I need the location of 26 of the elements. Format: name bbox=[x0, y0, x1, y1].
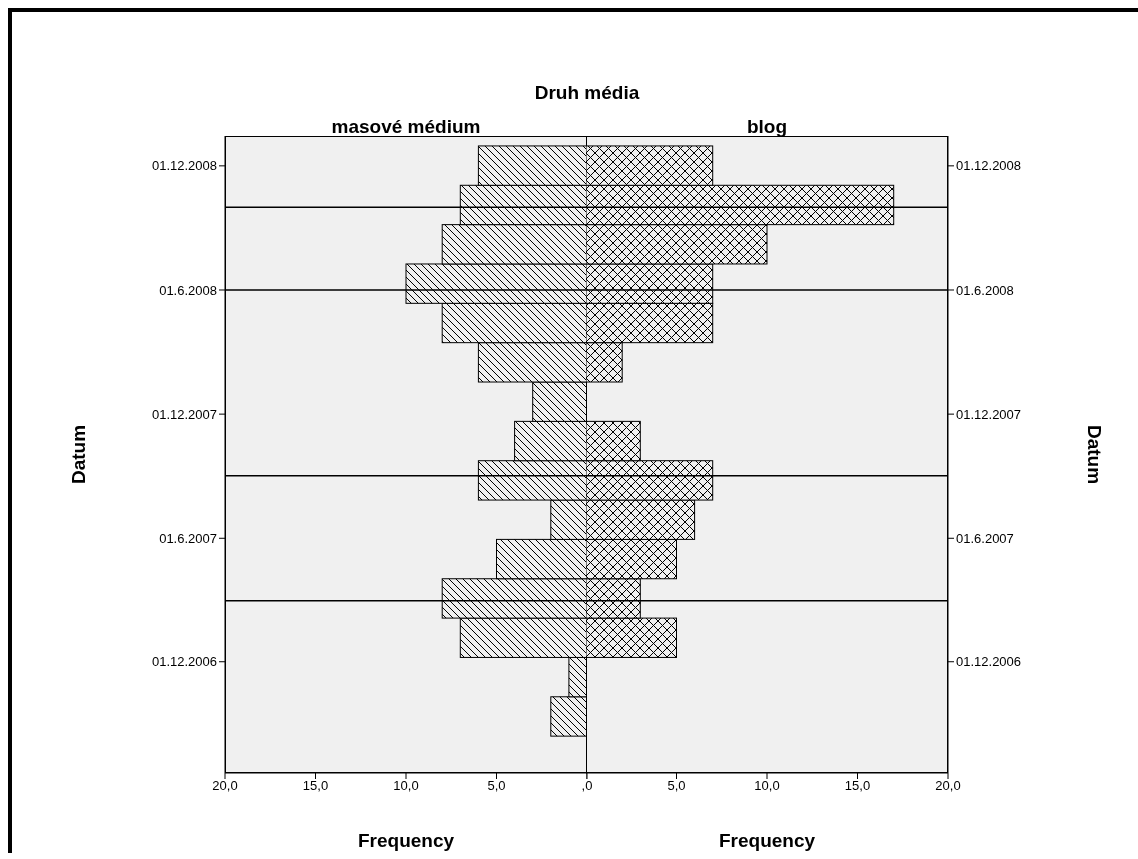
y-tick-label: 01.6.2007 bbox=[956, 530, 1014, 546]
y-tick-label: 01.12.2007 bbox=[151, 406, 217, 422]
y-tick-label: 01.12.2008 bbox=[956, 158, 1022, 174]
y-tick-label: 01.12.2006 bbox=[956, 654, 1022, 670]
y-axis-title: Datum bbox=[1084, 424, 1106, 485]
x-tick-label: 5,0 bbox=[667, 778, 686, 794]
text: Druh média bbox=[533, 82, 641, 104]
y-tick-label: 01.12.2007 bbox=[956, 406, 1022, 422]
x-tick-label: 15,0 bbox=[302, 778, 329, 794]
x-tick-label: 10,0 bbox=[754, 778, 780, 794]
x-tick-label: 20,0 bbox=[212, 778, 238, 794]
y-tick-label: 01.6.2007 bbox=[159, 530, 217, 546]
y-tick-label: 01.12.2008 bbox=[151, 158, 217, 174]
x-tick-label: 5,0 bbox=[487, 778, 506, 794]
x-tick-label: 20,0 bbox=[935, 778, 961, 794]
y-axis-title: Datum bbox=[67, 424, 89, 485]
x-tick-label: 10,0 bbox=[393, 778, 419, 794]
chart-title: blog bbox=[745, 116, 789, 138]
x-axis-title: Frequency bbox=[718, 830, 816, 851]
y-tick-label: 01.6.2008 bbox=[159, 282, 217, 298]
y-tick-label: 01.6.2008 bbox=[956, 282, 1014, 298]
x-tick-label: 15,0 bbox=[844, 778, 871, 794]
chart-title: masové médium bbox=[330, 116, 482, 138]
x-tick-label: ,0 bbox=[581, 778, 593, 794]
y-tick-label: 01.12.2006 bbox=[151, 654, 217, 670]
x-axis-title: Frequency bbox=[357, 830, 455, 851]
